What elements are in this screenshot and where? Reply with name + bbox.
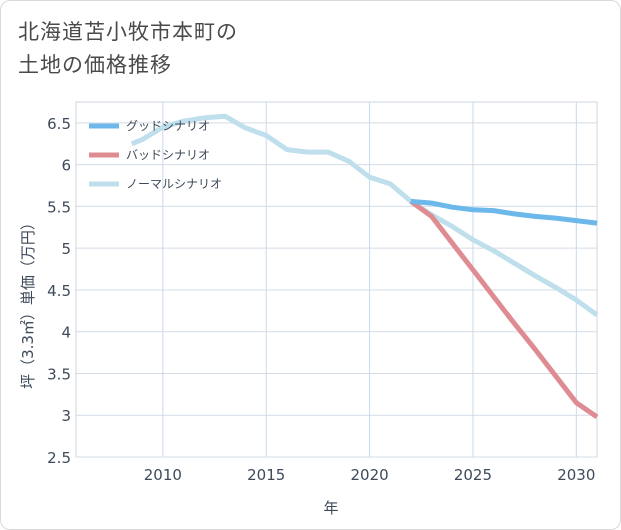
x-tick-label: 2020 [350,466,388,484]
x-axis-label: 年 [323,499,338,517]
y-tick-label: 6.5 [47,115,71,133]
series-layer [130,113,599,419]
x-tick-label: 2010 [144,466,182,484]
x-tick-label: 2015 [247,466,285,484]
y-tick-label: 4 [61,324,71,342]
chart-title-line2: 土地の価格推移 [18,53,172,77]
y-tick-label: 5.5 [47,198,71,216]
series-line-good [410,198,598,226]
legend-label-bad: バッドシナリオ [126,148,210,162]
y-tick-label: 3.5 [47,365,71,383]
y-tick-label: 6 [61,157,71,175]
series-line-normal [130,113,599,318]
legend-label-normal: ノーマルシナリオ [126,177,222,191]
x-tick-label: 2030 [557,466,595,484]
grid [75,101,598,458]
chart-title-line1: 北海道苫小牧市本町の [18,20,238,44]
y-tick-label: 4.5 [47,282,71,300]
y-axis-label: 坪（3.3㎡）単価（万円） [19,215,37,389]
chart-title: 北海道苫小牧市本町の 土地の価格推移 [18,16,238,82]
y-tick-label: 3 [61,407,71,425]
x-tick-labels: 2010 2015 2020 2025 2030 [144,466,596,484]
y-tick-labels: 2.5 3 3.5 4 4.5 5 5.5 6 6.5 [47,115,71,467]
legend-label-good: グッドシナリオ [126,119,210,133]
x-tick-label: 2025 [454,466,492,484]
y-tick-label: 2.5 [47,449,71,467]
y-tick-label: 5 [61,240,71,258]
series-line-bad [409,199,599,419]
